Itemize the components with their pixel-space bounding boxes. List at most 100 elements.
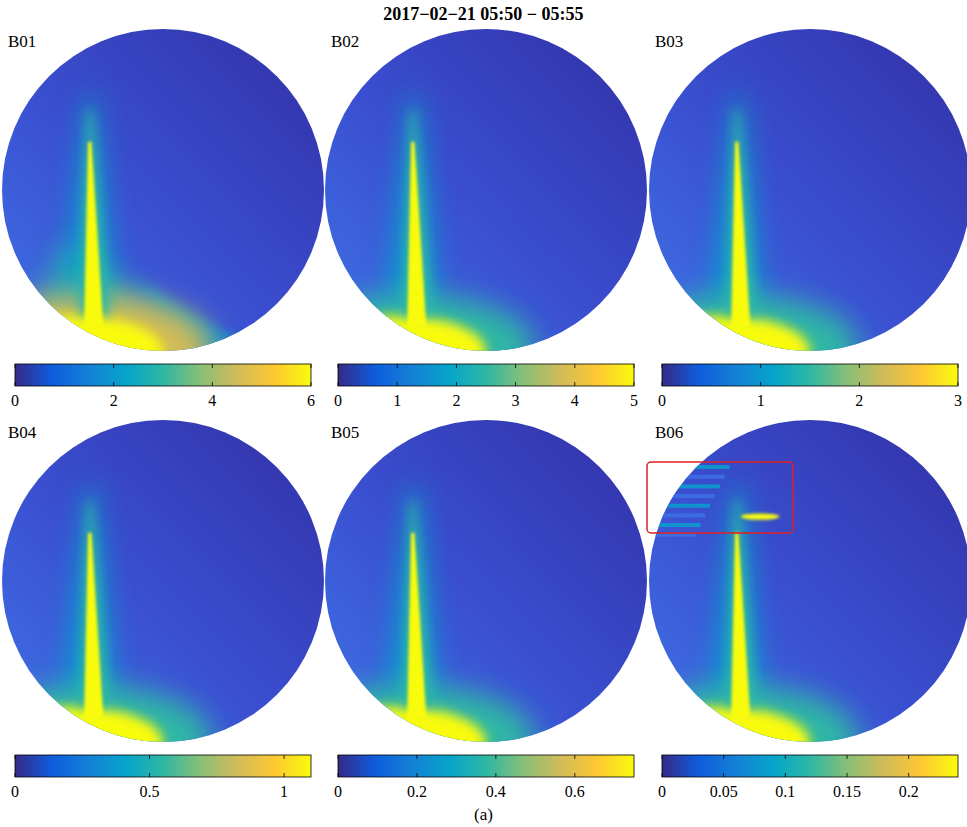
panel-label: B04 xyxy=(8,423,37,442)
colorbar-tick xyxy=(15,382,16,386)
colorbar-tick xyxy=(212,364,213,368)
colorbar-tick-label: 4 xyxy=(571,392,579,409)
sky-image xyxy=(293,420,647,792)
colorbar-tick-label: 2 xyxy=(110,392,118,409)
colorbar-tick xyxy=(15,773,16,777)
colorbar-tick xyxy=(662,364,663,368)
colorbar-tick xyxy=(311,382,312,386)
colorbar-tick-label: 5 xyxy=(630,392,638,409)
streak xyxy=(649,484,720,488)
panel: B06 0 0.05 0.1 0.15 0.2 xyxy=(617,420,967,800)
panel: B02012345 xyxy=(293,29,647,409)
colorbar-tick xyxy=(662,755,663,759)
colorbar-tick-label: 6 xyxy=(307,392,315,409)
colorbar-tick-label: 0 xyxy=(334,392,342,409)
colorbar-tick-label: 0 xyxy=(658,392,666,409)
colorbar-tick xyxy=(908,755,909,759)
colorbar-tick xyxy=(456,364,457,368)
colorbar-tick xyxy=(760,382,761,386)
colorbar-tick xyxy=(397,364,398,368)
colorbar-tick xyxy=(212,382,213,386)
sky-image xyxy=(293,29,647,401)
colorbar-tick-label: 0.05 xyxy=(710,783,738,800)
panel: B03 0 1 2 3 xyxy=(617,29,967,409)
colorbar-tick-label: 0.2 xyxy=(899,783,919,800)
colorbar-tick xyxy=(908,773,909,777)
colorbar-tick xyxy=(311,364,312,368)
colorbar-tick xyxy=(515,382,516,386)
panel-label: B06 xyxy=(655,423,683,442)
plume-core xyxy=(731,142,750,327)
colorbar-tick xyxy=(149,755,150,759)
colorbar-tick xyxy=(634,364,635,368)
highlight-box xyxy=(647,462,793,533)
colorbar-tick xyxy=(338,364,339,368)
colorbar-tick-label: 0 xyxy=(11,783,19,800)
colorbar-tick xyxy=(416,755,417,759)
mask-step xyxy=(657,322,676,370)
mask-step xyxy=(10,713,29,761)
colorbar-tick xyxy=(338,382,339,386)
colorbar xyxy=(662,364,958,386)
sky-image xyxy=(0,29,324,401)
colorbar-tick xyxy=(113,382,114,386)
panel: B0500.20.40.6 xyxy=(293,420,647,800)
colorbar-tick-label: 1 xyxy=(393,392,401,409)
colorbar-tick xyxy=(662,773,663,777)
colorbar-tick-label: 0.5 xyxy=(140,783,160,800)
colorbar-tick xyxy=(760,364,761,368)
bright-streak xyxy=(741,513,780,519)
colorbar-tick xyxy=(785,755,786,759)
mask-step xyxy=(657,713,676,761)
colorbar-tick xyxy=(284,755,285,759)
colorbar-tick xyxy=(515,364,516,368)
colorbar-tick xyxy=(662,382,663,386)
colorbar-tick xyxy=(338,773,339,777)
panel: B010246 xyxy=(0,29,324,409)
colorbar-tick-label: 0.15 xyxy=(833,783,861,800)
streak xyxy=(649,494,715,498)
caption: (a) xyxy=(474,805,493,824)
colorbar-tick xyxy=(634,382,635,386)
colorbar-tick xyxy=(785,773,786,777)
panel-label: B01 xyxy=(8,32,36,51)
plume-core xyxy=(84,142,103,327)
colorbar-tick-label: 0 xyxy=(658,783,666,800)
panel-label: B03 xyxy=(655,32,683,51)
colorbar-tick xyxy=(958,364,959,368)
colorbar-tick xyxy=(416,773,417,777)
colorbar xyxy=(662,755,958,777)
colorbar-tick xyxy=(723,773,724,777)
colorbar-tick-label: 0.1 xyxy=(775,783,795,800)
sky-image xyxy=(0,420,324,792)
colorbar-tick xyxy=(574,382,575,386)
colorbar-tick xyxy=(574,364,575,368)
mask-step xyxy=(333,713,352,761)
colorbar-tick xyxy=(723,755,724,759)
colorbar xyxy=(15,364,311,386)
streak xyxy=(649,465,730,469)
colorbar-tick-label: 0.2 xyxy=(407,783,427,800)
colorbar-tick-label: 1 xyxy=(757,392,765,409)
colorbar-tick xyxy=(847,755,848,759)
colorbar-tick xyxy=(495,755,496,759)
colorbar xyxy=(338,364,634,386)
colorbar-tick-label: 3 xyxy=(954,392,962,409)
colorbar-tick xyxy=(15,755,16,759)
colorbar-tick-label: 4 xyxy=(208,392,216,409)
streak xyxy=(649,475,725,479)
colorbar-tick xyxy=(859,364,860,368)
colorbar xyxy=(338,755,634,777)
colorbar-tick xyxy=(574,773,575,777)
plume-core xyxy=(407,142,426,327)
colorbar-tick xyxy=(958,382,959,386)
figure-title: 2017−02−21 05:50 − 05:55 xyxy=(383,4,583,24)
colorbar xyxy=(15,755,311,777)
colorbar-tick-label: 3 xyxy=(512,392,520,409)
mask-step xyxy=(10,322,29,370)
colorbar-tick-label: 0.4 xyxy=(486,783,506,800)
colorbar-tick-label: 2 xyxy=(855,392,863,409)
colorbar-tick xyxy=(113,364,114,368)
sky-image xyxy=(617,29,967,401)
figure: 2017−02−21 05:50 − 05:55B010246B02012345… xyxy=(0,0,967,827)
